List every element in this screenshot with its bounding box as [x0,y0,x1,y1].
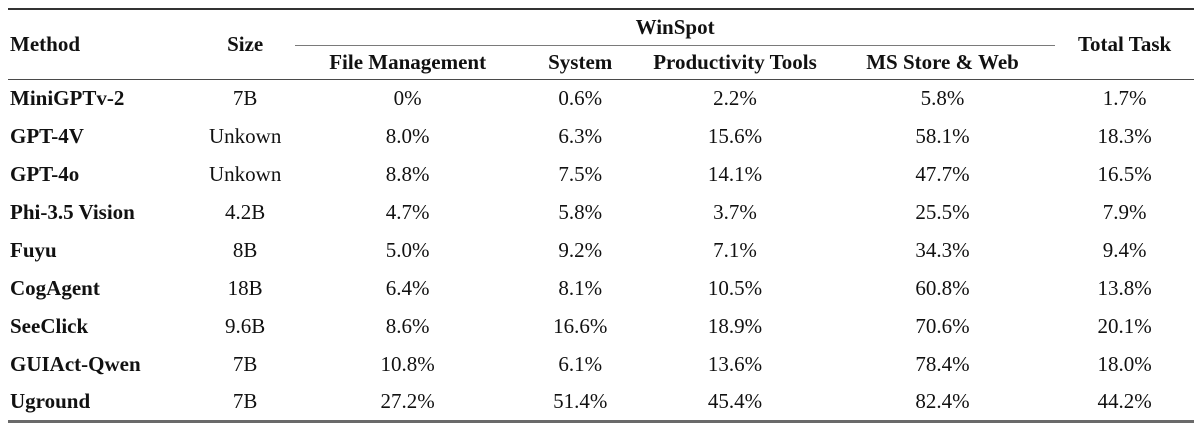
subcol-header-file-management: File Management [294,45,521,80]
value-cell-system: 6.3% [558,123,603,148]
method-cell: Uground [8,383,196,423]
group-header-winspot: WinSpot [294,8,1056,46]
method-cell: GUIAct-Qwen [10,351,141,376]
total-task-cell: 18.3% [1097,123,1152,148]
value-cell-productivity-tools: 18.9% [707,313,763,338]
value-cell-productivity-tools: 14.1% [707,161,763,186]
value-cell-file-management: 5.0% [385,237,430,262]
total-task-cell: 18.0% [1097,351,1152,376]
header-row-2: File Management System Productivity Tool… [8,45,1194,80]
value-cell-system: 8.1% [558,275,603,300]
value-cell-ms-store-web: 34.3% [915,237,970,262]
total-task-cell: 7.9% [1102,199,1147,224]
table-head: Method Size WinSpot Total Task File Mana… [8,8,1194,80]
value-cell-file-management: 27.2% [294,383,521,423]
value-cell-system: 16.6% [553,313,608,338]
total-task-cell: 13.8% [1097,275,1152,300]
value-cell-system: 0.6% [558,85,603,110]
value-cell-system: 7.5% [558,161,603,186]
method-cell: MiniGPTv-2 [10,85,125,110]
method-cell: Fuyu [10,237,57,262]
value-cell-file-management: 8.8% [385,161,430,186]
value-cell-file-management: 4.7% [385,199,430,224]
subcol-header-system: System [520,45,641,80]
value-cell-ms-store-web: 70.6% [915,313,970,338]
value-cell-productivity-tools: 10.5% [707,275,763,300]
size-cell: Unkown [209,123,282,148]
value-cell-productivity-tools: 13.6% [707,351,763,376]
paper-table-container: Method Size WinSpot Total Task File Mana… [8,8,1194,423]
value-cell-productivity-tools: 3.7% [713,199,757,224]
size-cell: 8B [232,237,258,262]
method-cell: SeeClick [10,313,89,338]
value-cell-productivity-tools: 7.1% [713,237,757,262]
size-cell: 18B [227,275,263,300]
value-cell-system: 5.8% [558,199,603,224]
table-row: Phi-3.5 Vision 4.2B 4.7% 5.8% 3.7% 25.5%… [8,193,1194,231]
col-header-total-task: Total Task [1055,8,1194,80]
total-task-cell: 20.1% [1097,313,1152,338]
subcol-header-productivity-tools: Productivity Tools [640,45,830,80]
table-row: Fuyu 8B 5.0% 9.2% 7.1% 34.3% 9.4% [8,231,1194,269]
value-cell-productivity-tools: 15.6% [707,123,763,148]
size-cell: 9.6B [225,313,266,338]
value-cell-file-management: 6.4% [385,275,430,300]
subcol-header-ms-store-web: MS Store & Web [829,45,1056,80]
value-cell-file-management: 8.0% [385,123,430,148]
table-row: Uground 7B 27.2% 51.4% 45.4% 82.4% 44.2% [8,383,1194,423]
results-table: Method Size WinSpot Total Task File Mana… [8,8,1194,423]
table-row: GPT-4V Unkown 8.0% 6.3% 15.6% 58.1% 18.3… [8,117,1194,155]
value-cell-ms-store-web: 78.4% [915,351,970,376]
col-header-size: Size [195,8,295,80]
header-row-1: Method Size WinSpot Total Task [8,8,1194,80]
method-cell: Phi-3.5 Vision [10,199,135,224]
table-row: GPT-4o Unkown 8.8% 7.5% 14.1% 47.7% 16.5… [8,155,1194,193]
value-cell-system: 51.4% [520,383,641,423]
total-task-cell: 9.4% [1102,237,1147,262]
value-cell-productivity-tools: 45.4% [640,383,830,423]
value-cell-ms-store-web: 5.8% [920,85,965,110]
total-task-cell: 44.2% [1055,383,1194,423]
method-cell: CogAgent [10,275,100,300]
table-row: SeeClick 9.6B 8.6% 16.6% 18.9% 70.6% 20.… [8,307,1194,345]
size-cell: 4.2B [225,199,266,224]
value-cell-file-management: 0% [393,85,422,110]
value-cell-system: 6.1% [558,351,603,376]
table-row: GUIAct-Qwen 7B 10.8% 6.1% 13.6% 78.4% 18… [8,345,1194,383]
method-cell: GPT-4o [10,161,80,186]
total-task-cell: 16.5% [1097,161,1152,186]
value-cell-file-management: 8.6% [385,313,430,338]
table-row: MiniGPTv-2 7B 0% 0.6% 2.2% 5.8% 1.7% [8,79,1194,117]
table-body: MiniGPTv-2 7B 0% 0.6% 2.2% 5.8% 1.7% GPT… [8,79,1194,423]
value-cell-ms-store-web: 58.1% [915,123,970,148]
method-cell: GPT-4V [10,123,84,148]
value-cell-ms-store-web: 25.5% [915,199,970,224]
size-cell: Unkown [209,161,282,186]
size-cell: 7B [232,351,258,376]
value-cell-productivity-tools: 2.2% [713,85,757,110]
size-cell: 7B [232,85,258,110]
table-row: CogAgent 18B 6.4% 8.1% 10.5% 60.8% 13.8% [8,269,1194,307]
value-cell-ms-store-web: 82.4% [829,383,1056,423]
col-header-method: Method [8,8,196,80]
value-cell-ms-store-web: 47.7% [915,161,970,186]
size-cell: 7B [195,383,295,423]
value-cell-ms-store-web: 60.8% [915,275,970,300]
value-cell-system: 9.2% [558,237,603,262]
total-task-cell: 1.7% [1102,85,1147,110]
value-cell-file-management: 10.8% [380,351,435,376]
